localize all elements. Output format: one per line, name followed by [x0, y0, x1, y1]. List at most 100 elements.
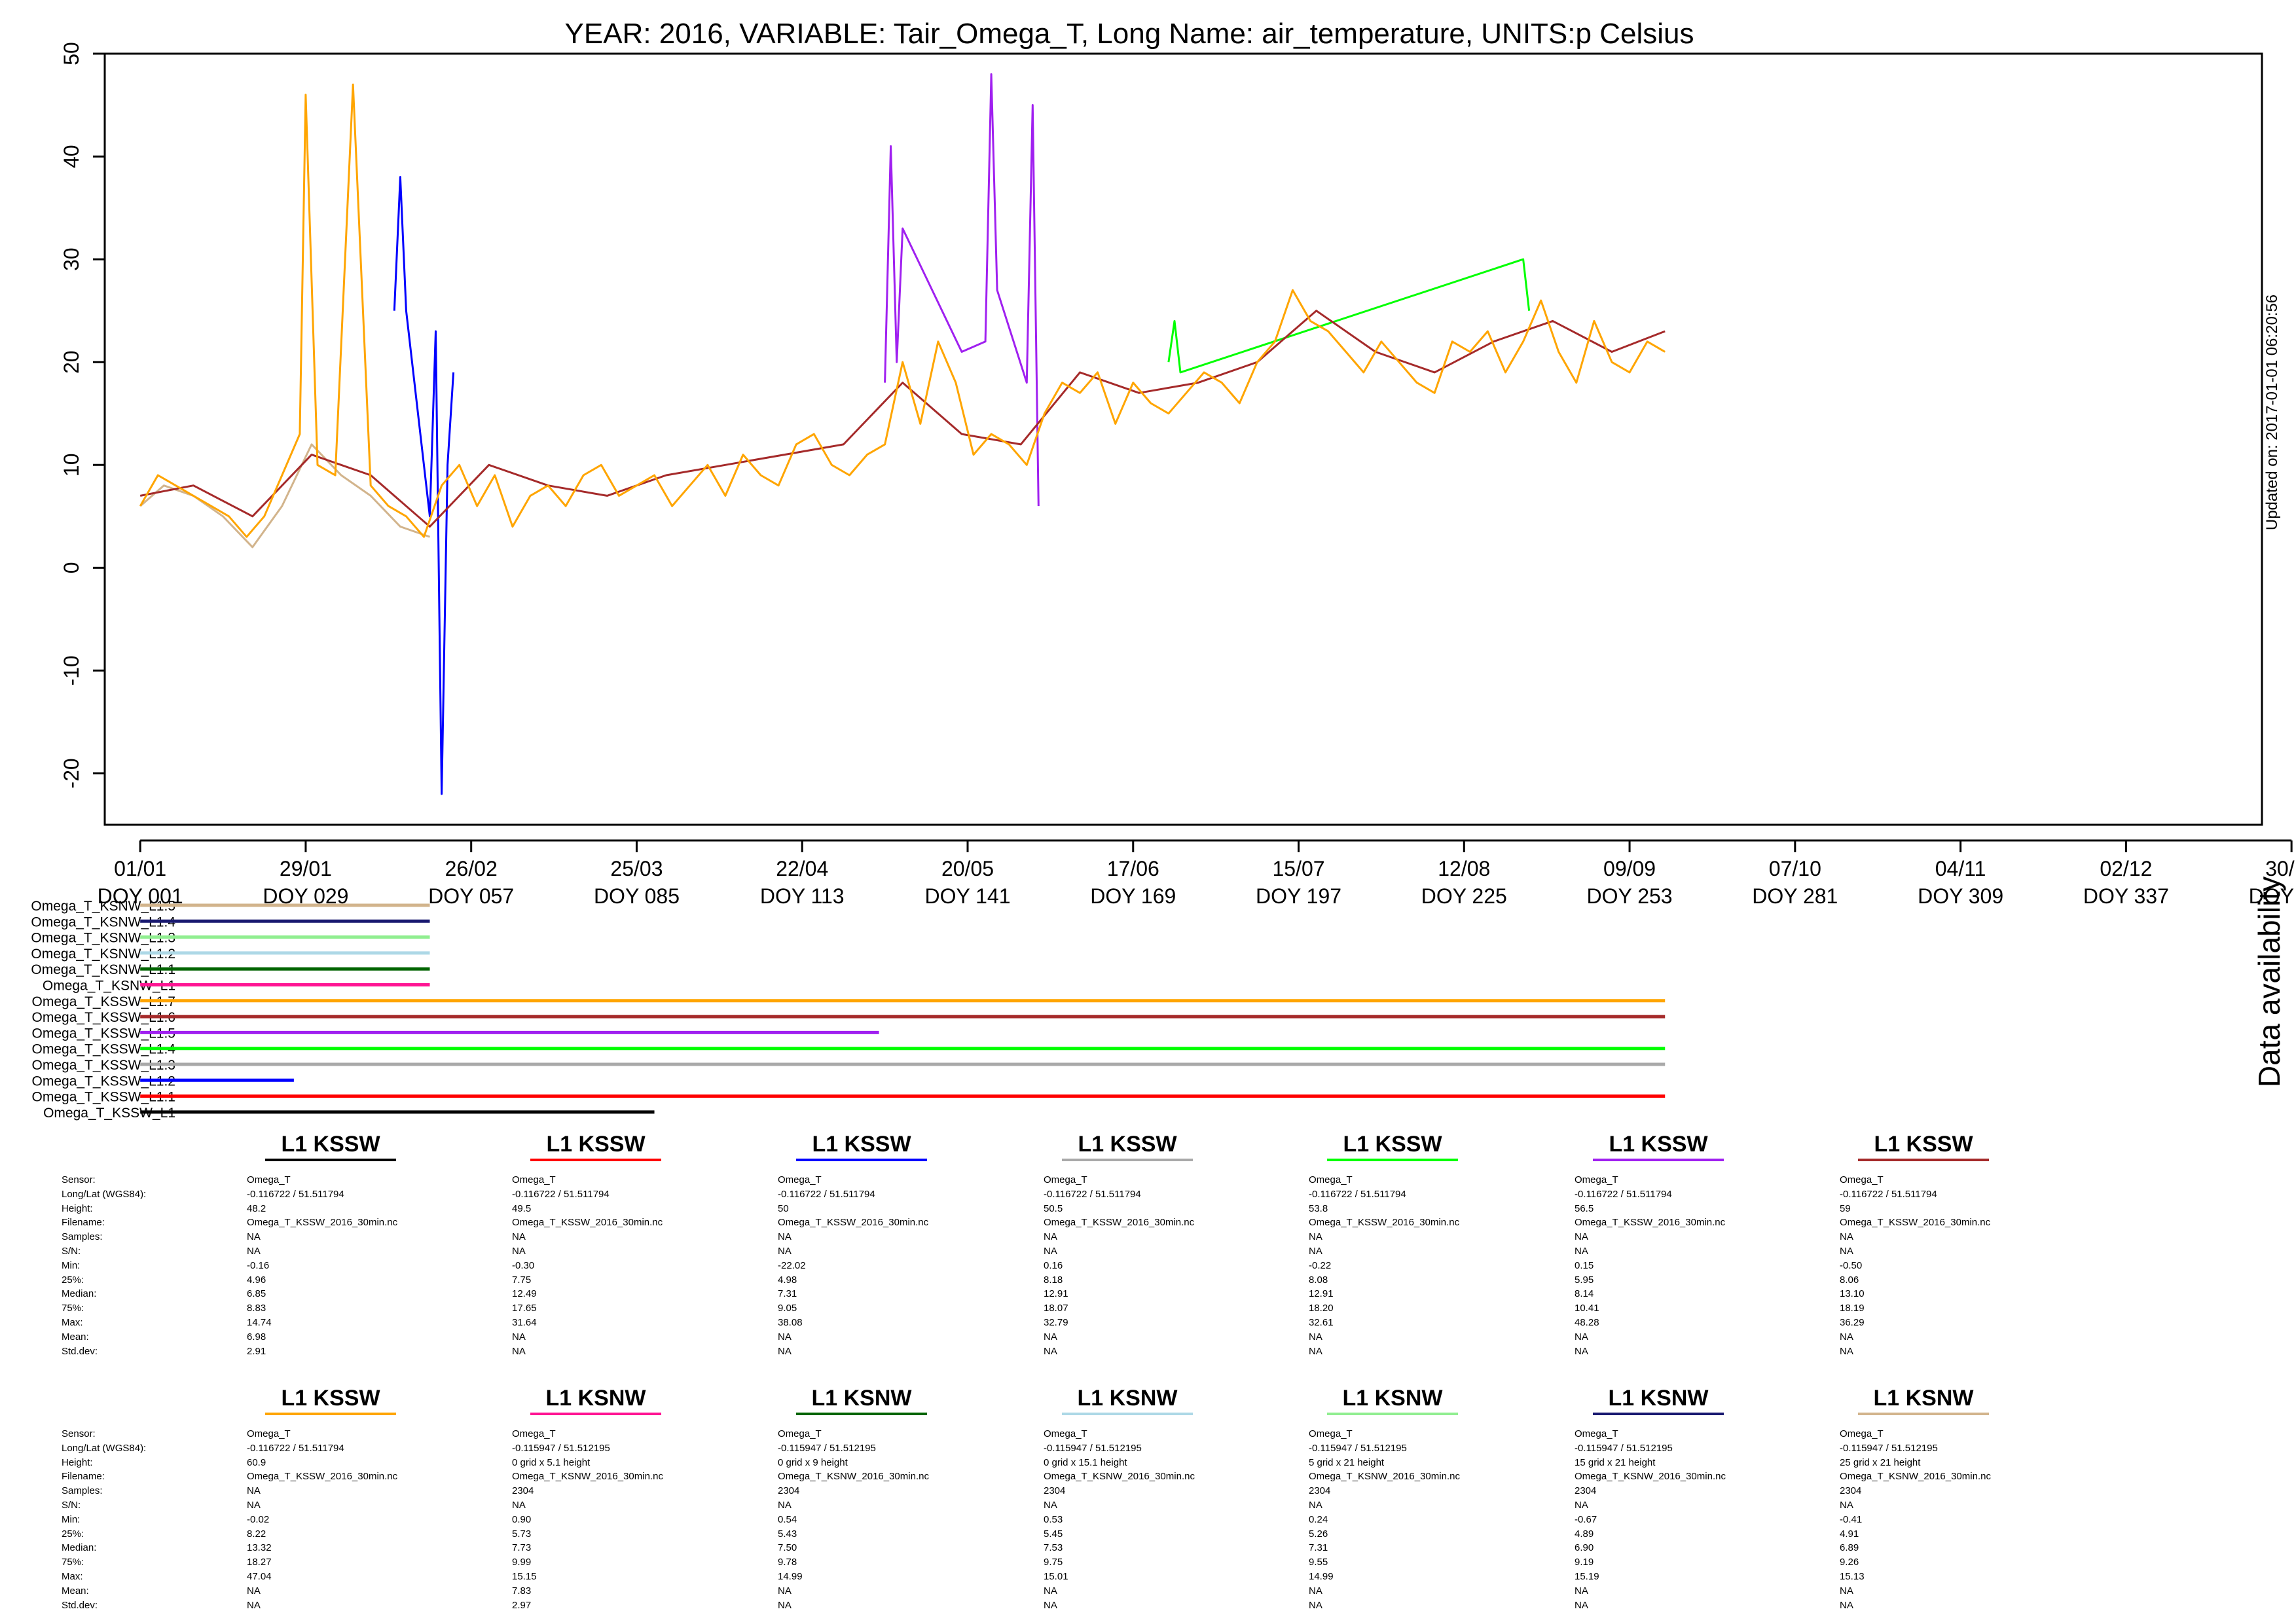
- stat-label: Filename:: [62, 1471, 105, 1483]
- sensor-stat-value: 0 grid x 5.1 height: [512, 1456, 591, 1468]
- sensor-stat-value: 59: [1840, 1202, 1851, 1214]
- sensor-stat-value: NA: [778, 1585, 792, 1597]
- sensor-block-title: L1 KSSW: [1078, 1132, 1177, 1157]
- sensor-stat-value: NA: [1309, 1500, 1322, 1511]
- stat-label: Height:: [62, 1456, 93, 1468]
- x-tick-doy-label: DOY 253: [1587, 884, 1673, 908]
- sensor-color-underline: [1327, 1159, 1458, 1161]
- sensor-stat-value: NA: [1840, 1231, 1853, 1243]
- x-tick-doy-label: DOY 085: [594, 884, 680, 908]
- stat-label: Sensor:: [62, 1428, 96, 1439]
- sensor-stat-value: NA: [1309, 1331, 1322, 1343]
- y-tick-label: 30: [60, 247, 83, 271]
- x-tick-date-label: 22/04: [776, 857, 828, 880]
- series-line: [393, 176, 455, 795]
- sensor-stat-value: Omega_T: [1044, 1428, 1087, 1439]
- sensor-stat-value: 9.99: [512, 1557, 532, 1568]
- sensor-stat-value: 14.74: [247, 1317, 272, 1328]
- sensor-stat-value: 0.24: [1309, 1513, 1328, 1525]
- sensor-stat-value: NA: [1044, 1500, 1057, 1511]
- sensor-stat-value: NA: [247, 1599, 261, 1611]
- stat-label: Filename:: [62, 1217, 105, 1229]
- sensor-stat-value: 2304: [1840, 1485, 1862, 1497]
- sensor-color-underline: [530, 1159, 661, 1161]
- sensor-stat-value: 31.64: [512, 1317, 537, 1328]
- sensor-stat-value: 0.54: [778, 1513, 797, 1525]
- sensor-stat-value: 0.15: [1575, 1259, 1594, 1271]
- sensor-stat-value: 9.26: [1840, 1557, 1859, 1568]
- sensor-stat-value: 18.20: [1309, 1303, 1334, 1314]
- sensor-stat-value: 8.14: [1575, 1288, 1594, 1300]
- availability-label: Omega_T_KSSW_L1.7: [32, 994, 175, 1009]
- sensor-stat-value: NA: [1840, 1331, 1853, 1343]
- sensor-color-underline: [1858, 1159, 1989, 1161]
- sensor-stat-value: 50: [778, 1202, 789, 1214]
- sensor-stat-value: -0.16: [247, 1259, 270, 1271]
- x-tick-date-label: 15/07: [1272, 857, 1324, 880]
- sensor-stat-value: NA: [512, 1500, 526, 1511]
- sensor-color-underline: [1593, 1413, 1724, 1415]
- sensor-stat-value: 12.91: [1309, 1288, 1334, 1300]
- sensor-stat-value: NA: [512, 1231, 526, 1243]
- sensor-stat-value: 9.75: [1044, 1557, 1063, 1568]
- series-line: [139, 310, 1666, 528]
- sensor-stat-value: 49.5: [512, 1202, 532, 1214]
- stat-label: Median:: [62, 1288, 97, 1300]
- sensor-block-title: L1 KSSW: [281, 1132, 380, 1157]
- stat-label: S/N:: [62, 1246, 81, 1257]
- sensor-stat-value: Omega_T: [1840, 1174, 1884, 1185]
- sensor-stat-value: NA: [247, 1485, 261, 1497]
- sensor-block-title: L1 KSSW: [1609, 1132, 1708, 1157]
- availability-label: Omega_T_KSNW_L1.4: [31, 914, 175, 929]
- sensor-stat-value: NA: [1575, 1345, 1588, 1357]
- sensor-stat-value: Omega_T: [512, 1428, 556, 1439]
- sensor-stat-value: Omega_T: [778, 1428, 822, 1439]
- sensor-color-underline: [530, 1413, 661, 1415]
- availability-label: Omega_T_KSNW_L1.3: [31, 931, 175, 946]
- sensor-block-title: L1 KSSW: [1343, 1132, 1442, 1157]
- sensor-stat-value: -0.115947 / 51.512195: [1575, 1442, 1673, 1454]
- stat-label: 75%:: [62, 1557, 84, 1568]
- sensor-stat-value: -0.116722 / 51.511794: [247, 1188, 344, 1200]
- sensor-stat-value: 47.04: [247, 1571, 272, 1582]
- stat-label: Long/Lat (WGS84):: [62, 1188, 147, 1200]
- x-tick-date-label: 20/05: [941, 857, 994, 880]
- sensor-stat-value: 7.73: [512, 1542, 532, 1554]
- stat-label: Height:: [62, 1202, 93, 1214]
- sensor-stat-value: 4.96: [247, 1274, 266, 1286]
- availability-label: Omega_T_KSSW_L1.5: [32, 1026, 175, 1041]
- sensor-stat-value: NA: [1840, 1246, 1853, 1257]
- x-tick-doy-label: DOY 197: [1256, 884, 1341, 908]
- availability-label: Omega_T_KSNW_L1: [43, 979, 175, 994]
- sensor-stat-value: 32.61: [1309, 1317, 1334, 1328]
- sensor-info-block: L1 KSNW Omega_T -0.115947 / 51.512195 25 gr…: [1840, 1385, 2172, 1611]
- sensor-stat-value: NA: [778, 1345, 792, 1357]
- sensor-stat-value: 2.97: [512, 1599, 532, 1611]
- stat-label: 25%:: [62, 1274, 84, 1286]
- x-tick-doy-label: DOY 169: [1090, 884, 1176, 908]
- x-tick-date-label: 29/01: [280, 857, 332, 880]
- x-tick-doy-label: DOY 113: [760, 884, 845, 908]
- sensor-stat-value: 7.50: [778, 1542, 797, 1554]
- sensor-stat-value: 18.27: [247, 1557, 272, 1568]
- sensor-stat-value: NA: [1309, 1231, 1322, 1243]
- sensor-stat-value: 13.32: [247, 1542, 272, 1554]
- sensor-stat-value: 60.9: [247, 1456, 266, 1468]
- sensor-stat-value: NA: [247, 1585, 261, 1597]
- sensor-stat-value: Omega_T_KSSW_2016_30min.nc: [1840, 1217, 1991, 1229]
- sensor-stat-value: Omega_T_KSSW_2016_30min.nc: [1575, 1217, 1726, 1229]
- sensor-stat-value: NA: [1044, 1246, 1057, 1257]
- sensor-stat-value: 8.22: [247, 1528, 266, 1540]
- availability-label: Omega_T_KSSW_L1.4: [32, 1042, 176, 1057]
- sensor-stat-value: 25 grid x 21 height: [1840, 1456, 1921, 1468]
- x-tick-date-label: 04/11: [1935, 857, 1986, 880]
- data-availability-label: Data availability: [2252, 876, 2286, 1087]
- sensor-stat-value: 10.41: [1575, 1303, 1599, 1314]
- stat-label: Max:: [62, 1571, 83, 1582]
- x-tick-date-label: 30/12: [2265, 857, 2296, 880]
- x-tick-doy-label: DOY 309: [1918, 884, 2003, 908]
- sensor-stat-value: 5.73: [512, 1528, 532, 1540]
- sensor-color-underline: [265, 1413, 396, 1415]
- sensor-stat-value: 14.99: [778, 1571, 803, 1582]
